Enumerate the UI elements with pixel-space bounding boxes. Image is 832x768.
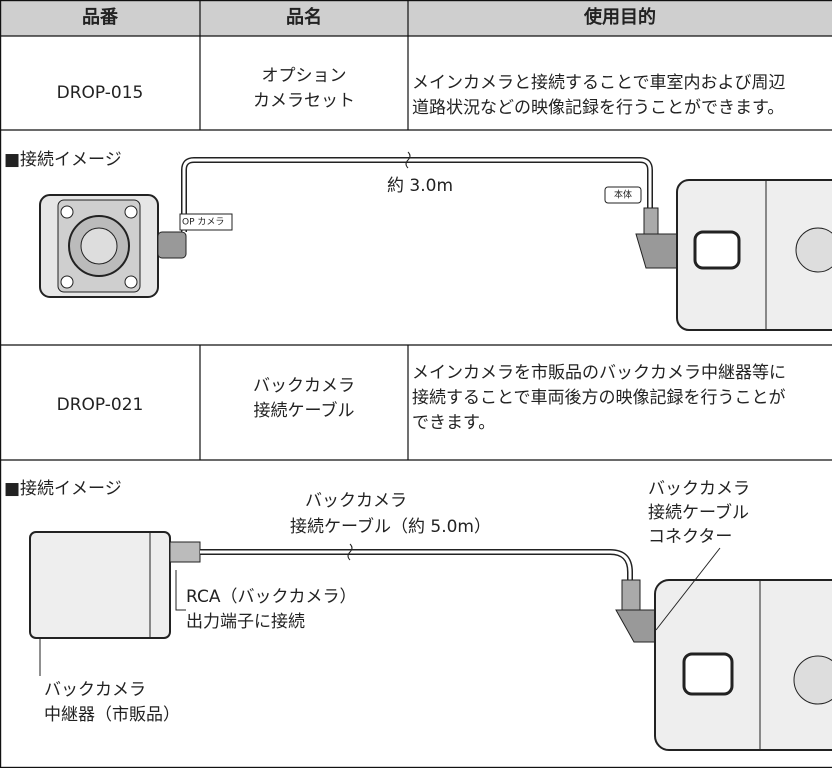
purpose: 接続することで車両後方の映像記録を行うことが [412,388,786,408]
image-title: ■接続イメージ [4,150,122,170]
rca-label: 出力端子に接続 [186,612,305,632]
camera-tag: OP カメラ [182,217,224,228]
connector-label: 接続ケーブル [648,502,749,523]
relay-label: バックカメラ [44,680,146,700]
purpose: できます。 [412,413,495,433]
cable-label: 接続ケーブル（約 5.0m） [290,516,491,537]
header: 品名 [286,6,322,28]
unit-tag: 本体 [614,189,632,201]
product-name: 接続ケーブル [254,400,355,421]
diagram-1 [39,151,832,331]
header: 使用目的 [583,6,656,28]
cable-length: 約 3.0m [387,176,453,196]
purpose: メインカメラを市販品のバックカメラ中継器等に [412,363,786,383]
product-name: カメラセット [253,91,355,111]
product-name: バックカメラ [253,376,355,396]
part-number: DROP-015 [57,83,144,103]
cable-label: バックカメラ [305,491,407,511]
connector-label: バックカメラ [648,479,750,499]
product-name: オプション [262,66,347,86]
connector-label: コネクター [648,527,732,547]
diagram-2 [29,531,832,751]
header: 品番 [82,7,119,28]
relay-label: 中継器（市販品） [44,705,180,725]
purpose: 道路状況などの映像記録を行うことができます。 [412,98,784,118]
header-bg [0,0,832,36]
part-number: DROP-021 [57,395,144,415]
purpose: メインカメラと接続することで車室内および周辺 [412,73,786,93]
image-title: ■接続イメージ [4,479,122,499]
rca-label: RCA（バックカメラ） [186,587,356,607]
